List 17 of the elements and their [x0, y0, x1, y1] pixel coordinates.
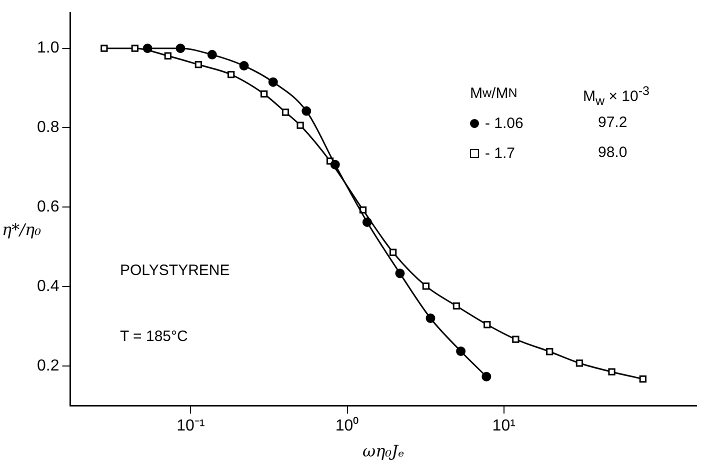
- x-tick-label: 10¹: [492, 418, 516, 435]
- annotation: 97.2: [598, 114, 628, 131]
- y-tick-label: 0.8: [36, 119, 60, 136]
- legend-label: - 1.06: [485, 114, 524, 132]
- y-axis-title: η*/η₀: [2, 220, 41, 239]
- y-tick-label: 0.6: [36, 198, 60, 216]
- x-tick-label: 10⁻¹: [176, 418, 205, 435]
- annotation: M$_{w}$ × 10$^{-3}$: [583, 84, 650, 108]
- y-tick-label: 0.2: [36, 357, 60, 374]
- x-axis-title: ωη₀Jₑ: [362, 442, 404, 461]
- y-tick-label: 0.4: [36, 278, 60, 295]
- annotation: POLYSTYRENE: [120, 262, 230, 279]
- legend-label: - 1.7: [485, 144, 516, 162]
- x-tick-label: 10⁰: [335, 416, 360, 435]
- annotation: T = 185°C: [120, 328, 188, 345]
- y-tick-label: 1.0: [36, 40, 60, 57]
- annotation: 98.0: [598, 144, 628, 161]
